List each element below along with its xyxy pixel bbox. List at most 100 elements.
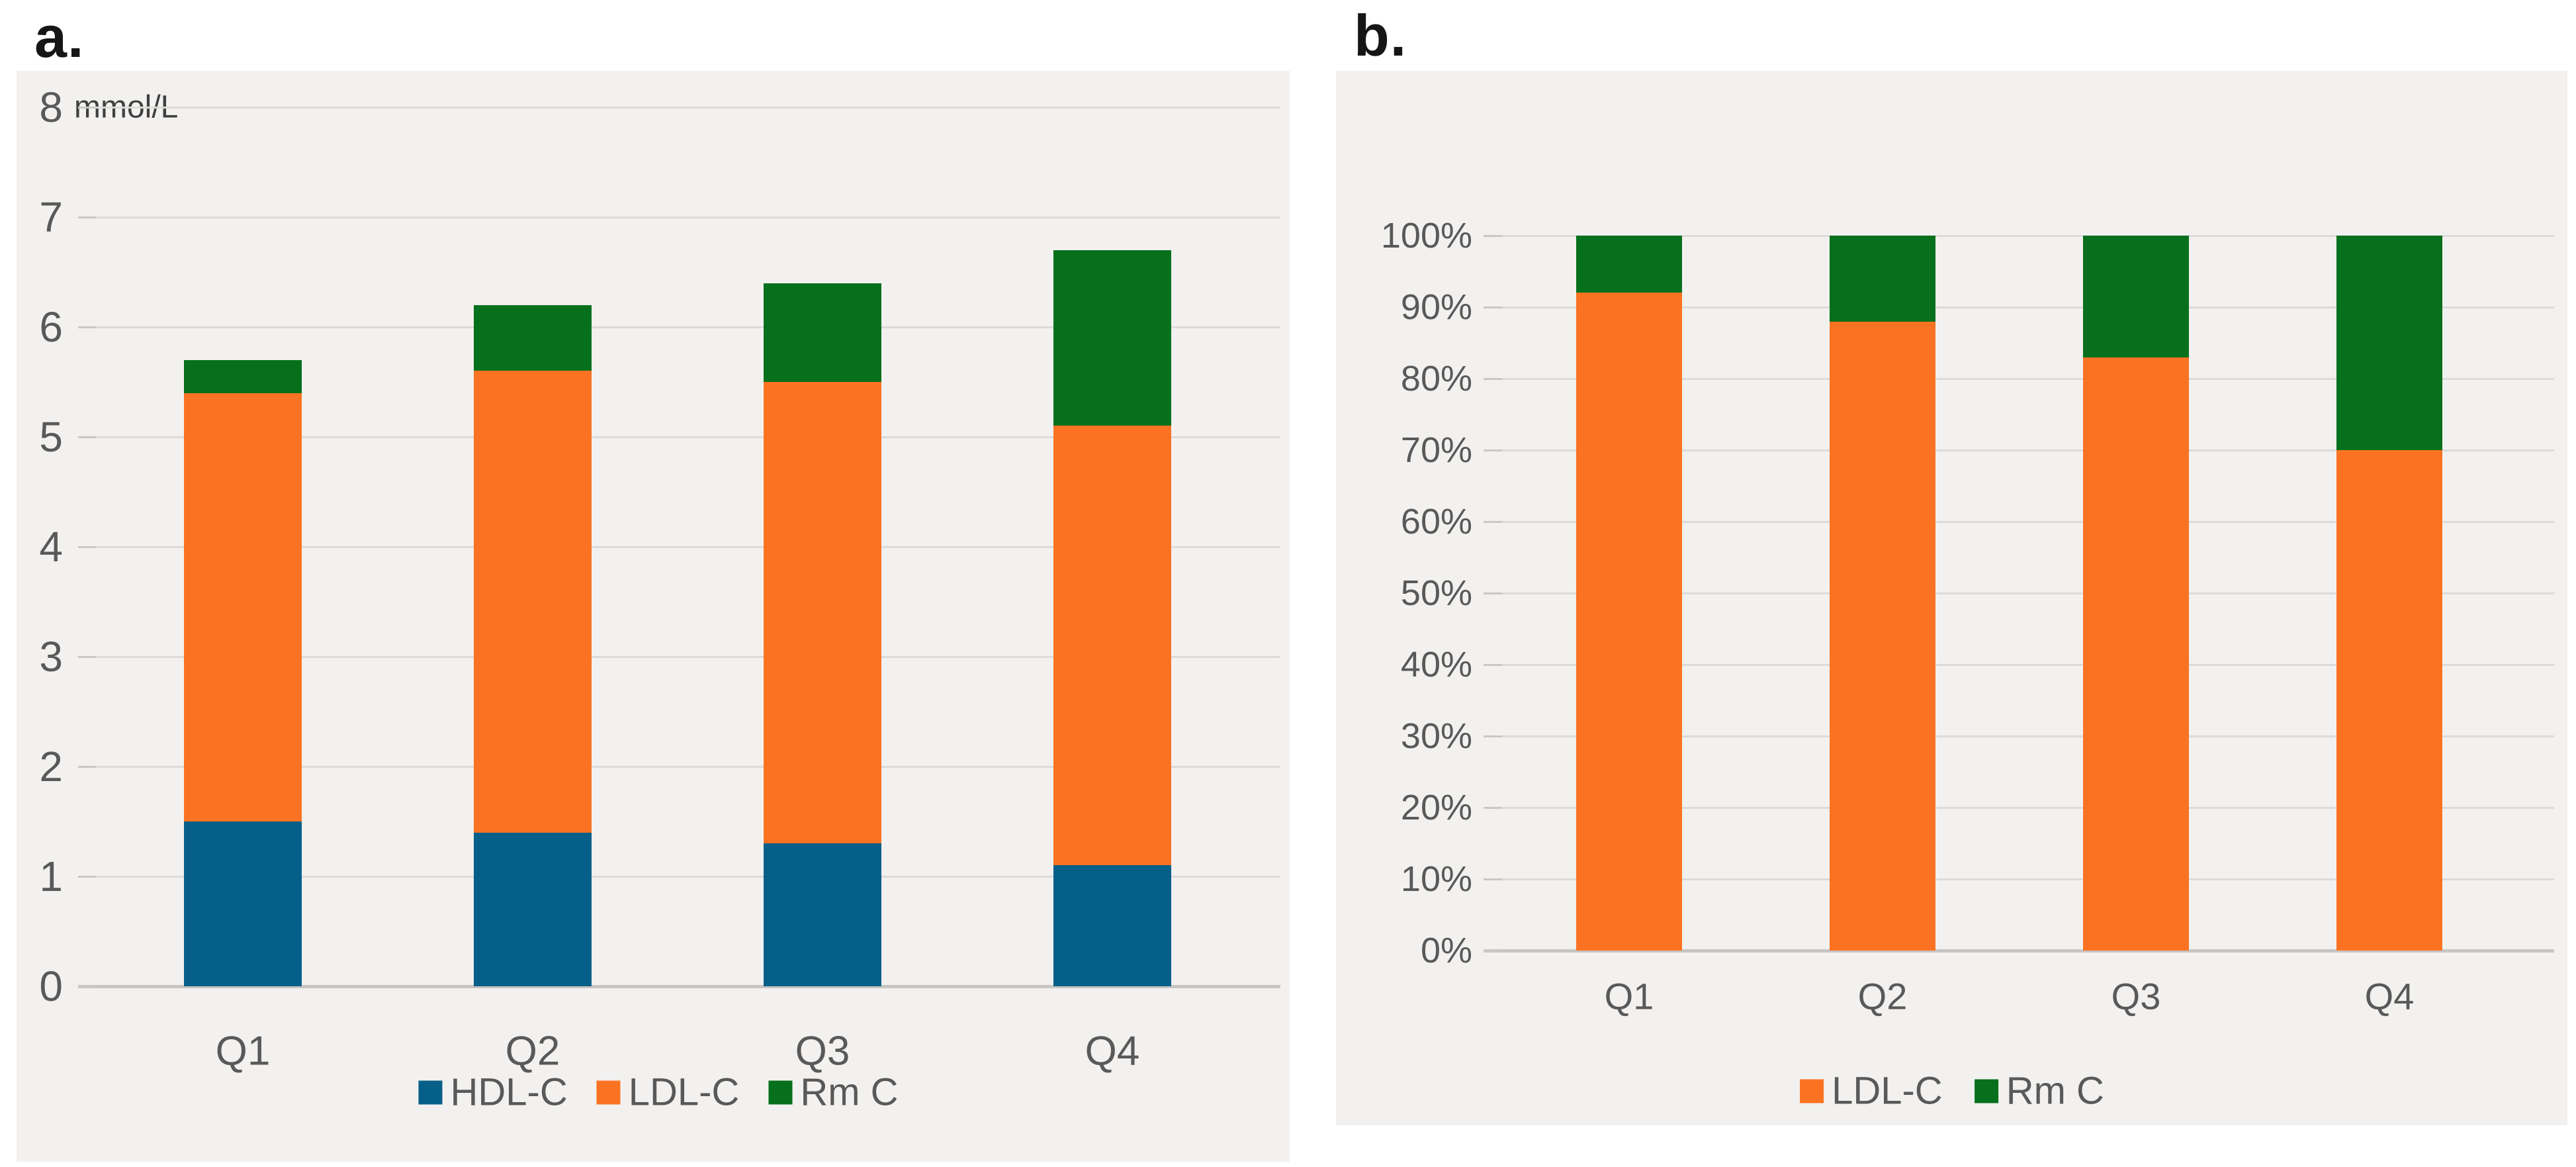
axis-tick-mark	[78, 326, 96, 328]
gridline	[1502, 449, 2554, 451]
bar-segment-LDL-C	[2336, 450, 2442, 951]
gridline	[1502, 521, 2554, 523]
y-axis-label: 60%	[1400, 502, 1472, 541]
gridline	[1502, 878, 2554, 880]
panel-b-title: b.	[1354, 3, 1407, 68]
legend: LDL-C Rm C	[1800, 1069, 2104, 1113]
axis-tick-mark	[78, 546, 96, 548]
y-axis-label: 90%	[1400, 287, 1472, 327]
axis-tick-mark	[78, 216, 96, 218]
gridline	[1502, 306, 2554, 308]
legend-swatch-LDL-C	[1800, 1079, 1824, 1103]
bar-segment-Rm-C	[2083, 236, 2189, 357]
y-axis-label: 100%	[1380, 216, 1472, 256]
y-axis-label: 5	[39, 413, 63, 461]
gridline	[96, 766, 1280, 768]
gridline	[96, 326, 1280, 328]
x-axis-label: Q1	[1604, 975, 1654, 1017]
axis-tick-mark	[1484, 235, 1502, 237]
y-axis-label: 0%	[1420, 931, 1472, 970]
legend-swatch-Rm-C	[768, 1080, 793, 1104]
legend-item: Rm C	[1974, 1069, 2104, 1113]
y-axis-label: 1	[39, 853, 63, 900]
axis-tick-mark	[1484, 735, 1502, 737]
y-axis-label: 4	[39, 523, 63, 571]
bar-segment-LDL-C	[474, 371, 592, 833]
gridline	[1502, 235, 2554, 237]
axis-tick-mark	[1484, 878, 1502, 880]
gridline	[1502, 592, 2554, 594]
bar-segment-LDL-C	[184, 393, 302, 821]
legend-item: HDL-C	[418, 1070, 568, 1115]
axis-tick-mark	[78, 986, 96, 988]
y-axis-label: 3	[39, 633, 63, 680]
y-axis-label: 6	[39, 303, 63, 351]
y-axis-label: 50%	[1400, 573, 1472, 613]
x-axis-label: Q3	[2111, 975, 2161, 1017]
axis-tick-mark	[1484, 449, 1502, 451]
x-axis-line	[1484, 949, 2554, 953]
axis-tick-mark	[78, 766, 96, 768]
y-axis-label: 40%	[1400, 645, 1472, 684]
gridline	[96, 656, 1280, 658]
bar-segment-HDL-C	[764, 843, 881, 986]
bar-segment-LDL-C	[1576, 293, 1682, 951]
x-axis-label: Q4	[2364, 975, 2415, 1017]
axis-tick-mark	[78, 107, 96, 109]
x-axis-label: Q2	[505, 1028, 560, 1074]
gridline	[96, 436, 1280, 438]
legend-label: LDL-C	[628, 1070, 740, 1114]
bar-segment-LDL-C	[2083, 357, 2189, 951]
bar-segment-Rm-C	[2336, 236, 2442, 450]
axis-tick-mark	[1484, 950, 1502, 952]
axis-tick-mark	[78, 436, 96, 438]
bar-segment-Rm-C	[1053, 250, 1171, 426]
bar-segment-HDL-C	[474, 832, 592, 986]
y-axis-label: 20%	[1400, 788, 1472, 827]
bar-segment-Rm-C	[184, 359, 302, 393]
y-axis-label: 7	[39, 193, 63, 241]
x-axis-label: Q2	[1857, 975, 1908, 1017]
legend-label: Rm C	[2006, 1069, 2104, 1113]
legend-item: LDL-C	[1800, 1069, 1943, 1113]
gridline	[96, 216, 1280, 218]
bar-segment-LDL-C	[1830, 321, 1935, 951]
x-axis-line	[78, 985, 1280, 988]
legend-label: HDL-C	[450, 1070, 568, 1114]
axis-tick-mark	[1484, 521, 1502, 523]
gridline	[96, 876, 1280, 878]
y-axis-label: 80%	[1400, 359, 1472, 398]
axis-tick-mark	[78, 876, 96, 878]
gridline	[96, 546, 1280, 548]
legend-label: Rm C	[800, 1070, 899, 1114]
y-axis-label: 0	[39, 962, 63, 1010]
x-axis-label: Q3	[795, 1028, 850, 1074]
legend-label: LDL-C	[1832, 1069, 1943, 1113]
axis-tick-mark	[1484, 592, 1502, 594]
y-axis-label: 8	[39, 83, 63, 131]
axis-tick-mark	[1484, 378, 1502, 380]
legend-swatch-HDL-C	[418, 1080, 443, 1104]
axis-tick-mark	[1484, 664, 1502, 666]
axis-tick-mark	[78, 656, 96, 658]
gridline	[1502, 735, 2554, 737]
y-axis-label: 10%	[1400, 859, 1472, 899]
bar-segment-LDL-C	[1053, 426, 1171, 866]
bar-segment-Rm-C	[1576, 236, 1682, 293]
x-axis-label: Q1	[215, 1028, 271, 1074]
bar-segment-Rm-C	[764, 283, 881, 382]
bar-segment-HDL-C	[1053, 865, 1171, 986]
bar-segment-Rm-C	[1830, 236, 1935, 322]
panel-a-title: a.	[34, 4, 85, 70]
gridline	[1502, 378, 2554, 380]
legend-swatch-Rm-C	[1974, 1079, 1998, 1103]
legend-item: LDL-C	[596, 1070, 740, 1115]
gridline	[1502, 807, 2554, 809]
gridline	[96, 107, 1280, 109]
bar-segment-LDL-C	[764, 382, 881, 844]
axis-tick-mark	[1484, 807, 1502, 809]
gridline	[1502, 664, 2554, 666]
legend-item: Rm C	[768, 1070, 899, 1115]
bar-segment-Rm-C	[474, 304, 592, 371]
